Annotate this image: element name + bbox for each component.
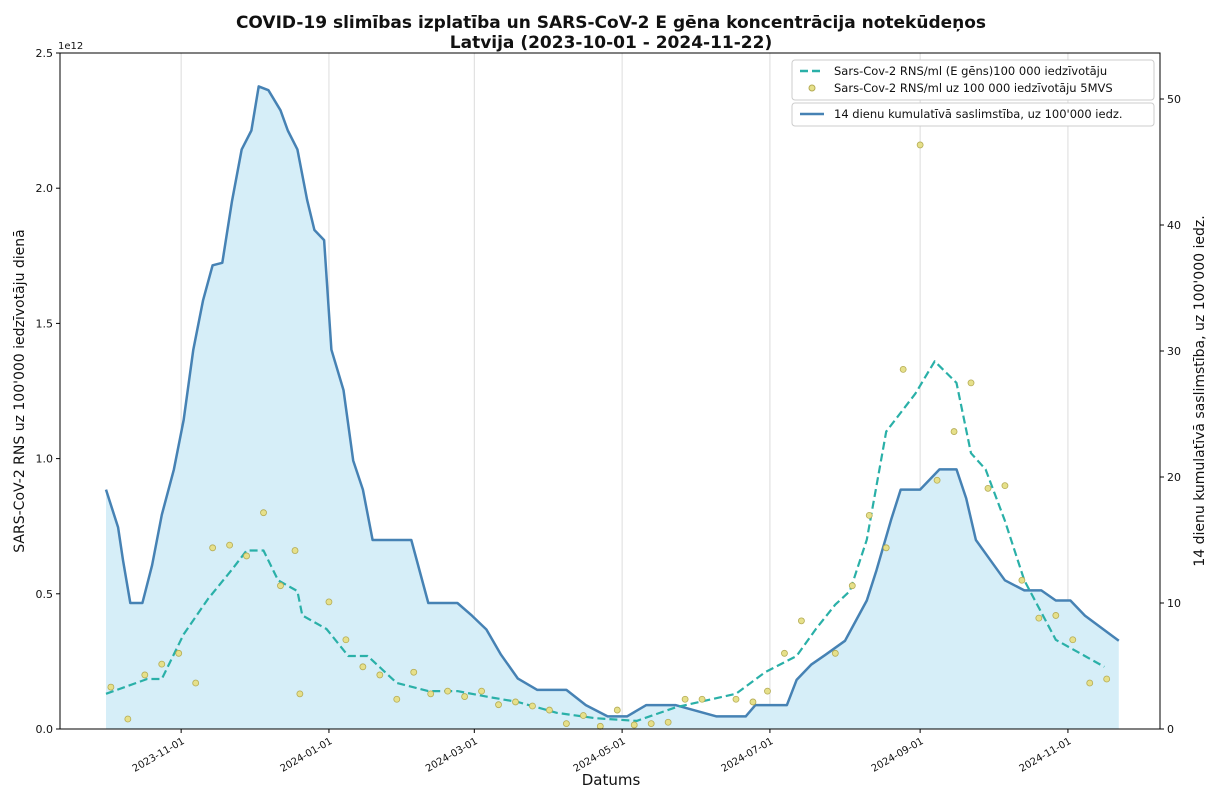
x-tick-label: 2023-11-01 [131,736,187,775]
x-tick-label: 2024-05-01 [572,736,628,775]
scatter-point [296,690,304,698]
scatter-point [461,693,469,700]
y2-tick-label: 50 [1167,93,1181,106]
scatter-point [1069,636,1077,644]
scatter-point [107,683,115,691]
scatter-point [916,141,924,149]
y-tick-label: 2.5 [36,47,54,60]
y2-tick-label: 0 [1167,723,1174,736]
y2-tick-label: 40 [1167,219,1181,232]
legend-box [791,59,1155,101]
scatter-point [529,702,536,710]
y-offset-label: 1e12 [58,41,83,52]
scatter-point [613,706,621,714]
y-tick-label: 0.0 [36,723,54,736]
scatter-point [1035,614,1043,622]
scatter-point [277,582,284,590]
scatter-point [495,701,502,709]
scatter-point [967,379,975,387]
scatter-point [376,671,384,679]
scatter-point [243,552,250,560]
legend-symbol [808,84,816,92]
dashed-line [105,360,1105,722]
scatter-point [698,695,706,703]
y-tick-label: 0.5 [36,588,54,601]
scatter-point [175,649,183,657]
scatter-point [124,715,132,723]
scatter-point [831,649,839,657]
scatter-point [764,687,771,695]
x-tick-label: 2024-01-01 [279,736,335,775]
legend: Sars-Cov-2 RNS/ml (E gēns)100 000 iedzīv… [791,59,1155,101]
legend: 14 dienu kumulatīvā saslimstība, uz 100'… [791,102,1155,127]
scatter-point [546,706,553,714]
x-tick-label: 2024-11-01 [1018,736,1074,775]
scatter-point [848,582,856,590]
scatter-point [427,690,435,698]
grid [180,53,1069,729]
data [104,85,1120,730]
scatter-point [1086,679,1094,687]
scatter-point [579,712,587,719]
legend-label: 14 dienu kumulatīvā saslimstība, uz 100'… [834,107,1123,121]
area [106,86,1119,729]
scatter-point [478,687,485,695]
scatter-point [798,617,805,625]
scatter-point [630,721,638,729]
chart-title: COVID-19 slimības izplatība un SARS-CoV-… [236,13,986,33]
scatter-point [950,428,958,435]
scatter-point [596,722,604,730]
scatter-point [1103,675,1111,683]
x-tick-label: 2024-03-01 [424,736,480,775]
scatter-point [681,695,689,703]
scatter-point [749,698,757,706]
scatter-point [781,649,788,657]
y-tick-label: 1.0 [36,453,54,466]
scatter-point [141,671,149,679]
y-tick-label: 1.5 [36,317,54,330]
scatter-point [882,544,890,552]
y2-axis-label: 14 dienu kumulatīvā saslimstība, uz 100'… [1192,215,1208,566]
scatter-point [260,509,267,517]
scatter-point [410,668,418,676]
scatter-point [647,720,655,727]
scatter-point [1052,612,1060,619]
y2-tick-label: 30 [1167,345,1181,358]
x-axis-label: Datums [582,771,641,788]
chart-subtitle: Latvija (2023-10-01 - 2024-11-22) [450,33,772,53]
y2-tick-label: 20 [1167,471,1181,484]
legend-label: Sars-Cov-2 RNS/ml uz 100 000 iedzīvotāju… [834,81,1113,95]
scatter-point [393,695,401,703]
y2-tick-label: 10 [1167,597,1181,610]
scatter-point [359,663,367,671]
scatter-point [664,718,672,726]
y-axis-label: SARS-CoV-2 RNS uz 100'000 iedzīvotāju di… [12,229,28,552]
scatter-point [226,541,234,549]
legend-label: Sars-Cov-2 RNS/ml (E gēns)100 000 iedzīv… [834,64,1107,78]
scatter-point [562,720,570,727]
scatter-point [732,695,740,703]
scatter-point [984,484,992,492]
plot-frame [59,52,1161,730]
scatter-point [158,660,166,668]
scatter-point [899,365,907,373]
scatter-point [291,547,299,554]
plot-area [104,53,1120,730]
legend-box [791,102,1155,127]
scatter-point [512,698,519,706]
scatter-point [192,679,200,687]
x-tick-label: 2024-07-01 [720,736,776,775]
y-tick-label: 2.0 [36,182,54,195]
scatter-point [209,544,217,552]
x-tick-label: 2024-09-01 [870,736,926,775]
line [104,85,1120,718]
scatter-point [342,636,350,644]
scatter-point [1001,482,1009,490]
scatter-point [1018,576,1026,584]
scatter-point [933,476,941,484]
scatter-point [325,598,333,606]
scatter-point [444,687,452,695]
scatter-point [865,511,873,519]
